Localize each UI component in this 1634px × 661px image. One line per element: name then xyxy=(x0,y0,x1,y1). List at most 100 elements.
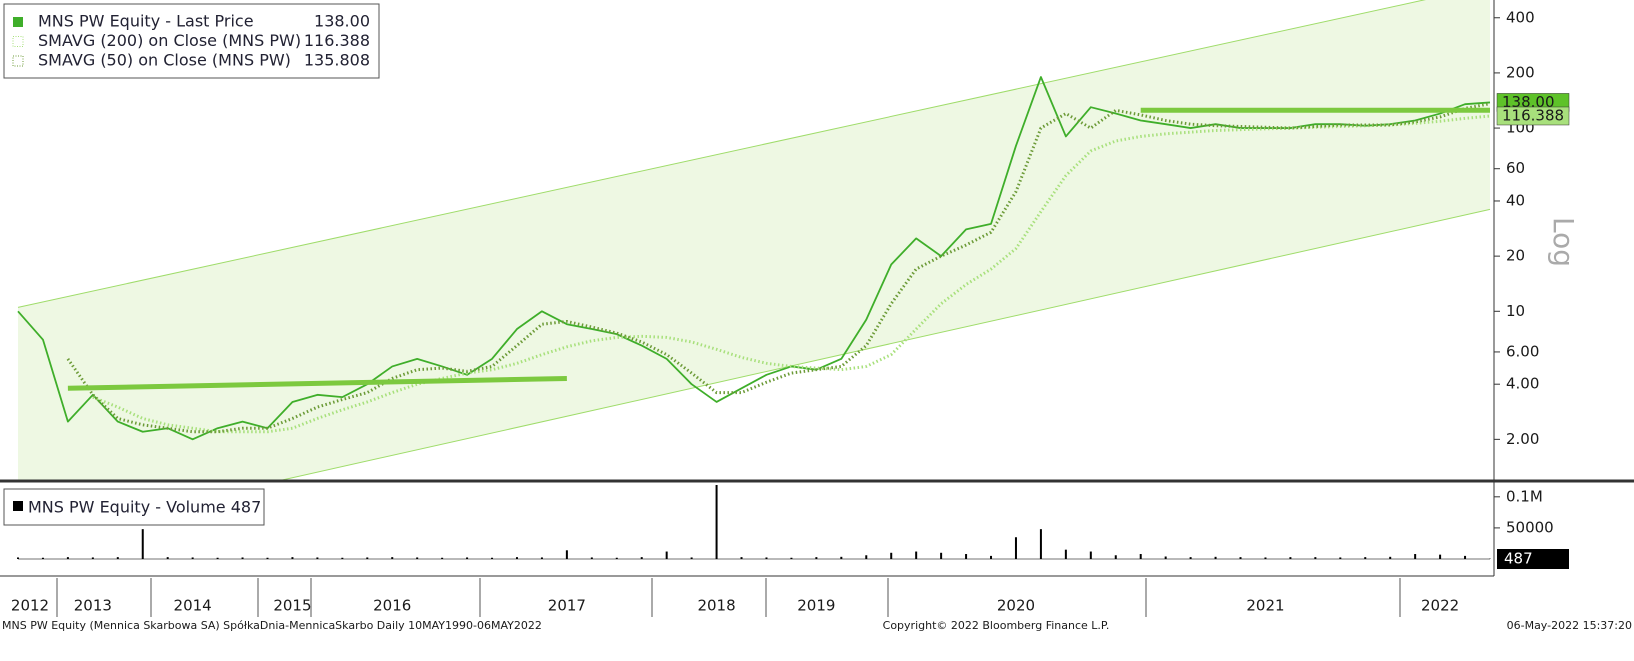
volume-bar xyxy=(740,557,743,559)
legend-swatch xyxy=(12,55,24,67)
volume-bar xyxy=(990,555,993,559)
volume-bar xyxy=(66,557,69,559)
volume-bar xyxy=(540,557,543,559)
volume-bar xyxy=(515,557,518,559)
volume-bar xyxy=(915,551,918,559)
x-tick-label: 2013 xyxy=(74,597,112,615)
volume-legend: MNS PW Equity - Volume 487 xyxy=(28,498,261,517)
y-tick-label: 10 xyxy=(1506,302,1525,320)
volume-bar xyxy=(491,557,494,559)
legend-value: 138.00 xyxy=(314,12,370,31)
volume-bar xyxy=(665,551,668,559)
volume-bar xyxy=(1139,554,1142,559)
volume-bar xyxy=(615,557,618,559)
volume-bar xyxy=(965,554,968,559)
volume-plot xyxy=(17,485,1491,560)
volume-bar xyxy=(466,557,469,559)
volume-bar xyxy=(241,557,244,559)
x-tick-label: 2014 xyxy=(174,597,212,615)
volume-bar xyxy=(166,557,169,559)
volume-bar xyxy=(590,557,593,559)
y-tick-label: 40 xyxy=(1506,191,1525,209)
x-tick-label: 2017 xyxy=(548,597,586,615)
volume-bar xyxy=(1264,557,1267,559)
volume-bar xyxy=(1014,537,1017,559)
volume-bar xyxy=(790,557,793,559)
x-tick-label: 2022 xyxy=(1421,597,1459,615)
x-tick-label: 2012 xyxy=(11,597,49,615)
volume-bar xyxy=(940,552,943,559)
volume-bar xyxy=(141,529,144,559)
y-tick-label: 50000 xyxy=(1506,518,1554,536)
volume-bar xyxy=(1064,549,1067,559)
y-tick-label: 2.00 xyxy=(1506,430,1539,448)
y-axis-label: Log xyxy=(1547,217,1580,267)
volume-bar xyxy=(1114,555,1117,559)
volume-bar xyxy=(91,557,94,559)
volume-bar xyxy=(1389,556,1392,559)
price-line xyxy=(92,114,1491,434)
volume-bar xyxy=(1289,557,1292,559)
volume-bar xyxy=(1439,554,1442,559)
y-tick-label: 6.00 xyxy=(1506,342,1539,360)
y-tick-label: 20 xyxy=(1506,247,1525,265)
legend-label: SMAVG (50) on Close (MNS PW) xyxy=(38,51,291,70)
footer-left: MNS PW Equity (Mennica Skarbowa SA) Spół… xyxy=(2,619,542,632)
x-tick-label: 2018 xyxy=(697,597,735,615)
x-tick-label: 2021 xyxy=(1246,597,1284,615)
year-separators xyxy=(56,578,1401,617)
volume-bar xyxy=(1464,555,1467,559)
y-tick-label: 0.1M xyxy=(1506,487,1543,505)
volume-bar xyxy=(1339,557,1342,559)
last-value-tag xyxy=(1496,106,1570,126)
level-line xyxy=(67,375,567,391)
volume-bar xyxy=(1364,557,1367,559)
volume-bar xyxy=(1314,557,1317,559)
footer-right: 06-May-2022 15:37:20 xyxy=(1507,619,1632,632)
volume-bar xyxy=(1164,556,1167,559)
volume-tag xyxy=(1497,549,1569,569)
legend-label: MNS PW Equity - Last Price xyxy=(38,12,254,31)
volume-bar xyxy=(840,556,843,559)
volume-bar xyxy=(17,557,19,559)
last-value-label: 138.00 xyxy=(1502,93,1555,111)
volume-bar xyxy=(640,557,643,559)
volume-bar xyxy=(216,557,219,559)
volume-bar xyxy=(1039,529,1042,559)
trend-channel xyxy=(18,0,1490,480)
volume-bar xyxy=(416,557,419,559)
legend-value: 116.388 xyxy=(304,31,370,50)
legend-swatch xyxy=(13,17,23,27)
volume-legend-swatch xyxy=(13,501,23,511)
volume-bar xyxy=(1189,557,1192,559)
volume-bar xyxy=(1089,551,1092,559)
volume-bar xyxy=(1239,557,1242,559)
y-tick-label: 4.00 xyxy=(1506,375,1539,393)
channel-lower xyxy=(280,208,1491,480)
last-value-label: 116.388 xyxy=(1502,106,1564,124)
y-tick-label: 60 xyxy=(1506,159,1525,177)
price-plot xyxy=(17,0,1491,480)
volume-bar xyxy=(865,555,868,559)
volume-bar xyxy=(116,557,119,559)
volume-current: 487 xyxy=(1504,550,1533,568)
volume-bar xyxy=(366,557,369,559)
y-tick-label: 400 xyxy=(1506,8,1535,26)
legend-value: 135.808 xyxy=(304,51,370,70)
volume-bar xyxy=(715,485,718,559)
legend-label: SMAVG (200) on Close (MNS PW) xyxy=(38,31,301,50)
legend-swatch xyxy=(12,36,24,47)
volume-bar xyxy=(1414,554,1417,559)
volume-bar xyxy=(291,557,294,559)
y-tick-label: 200 xyxy=(1506,63,1535,81)
volume-legend-box xyxy=(3,488,265,526)
price-line xyxy=(66,102,1491,434)
volume-bar xyxy=(341,557,344,559)
volume-bar xyxy=(1214,556,1217,559)
volume-bar xyxy=(391,557,394,559)
volume-bar xyxy=(815,557,818,559)
volume-bar xyxy=(690,557,693,559)
volume-bar xyxy=(191,557,194,559)
x-tick-label: 2016 xyxy=(373,597,411,615)
channel-upper xyxy=(17,0,1427,308)
